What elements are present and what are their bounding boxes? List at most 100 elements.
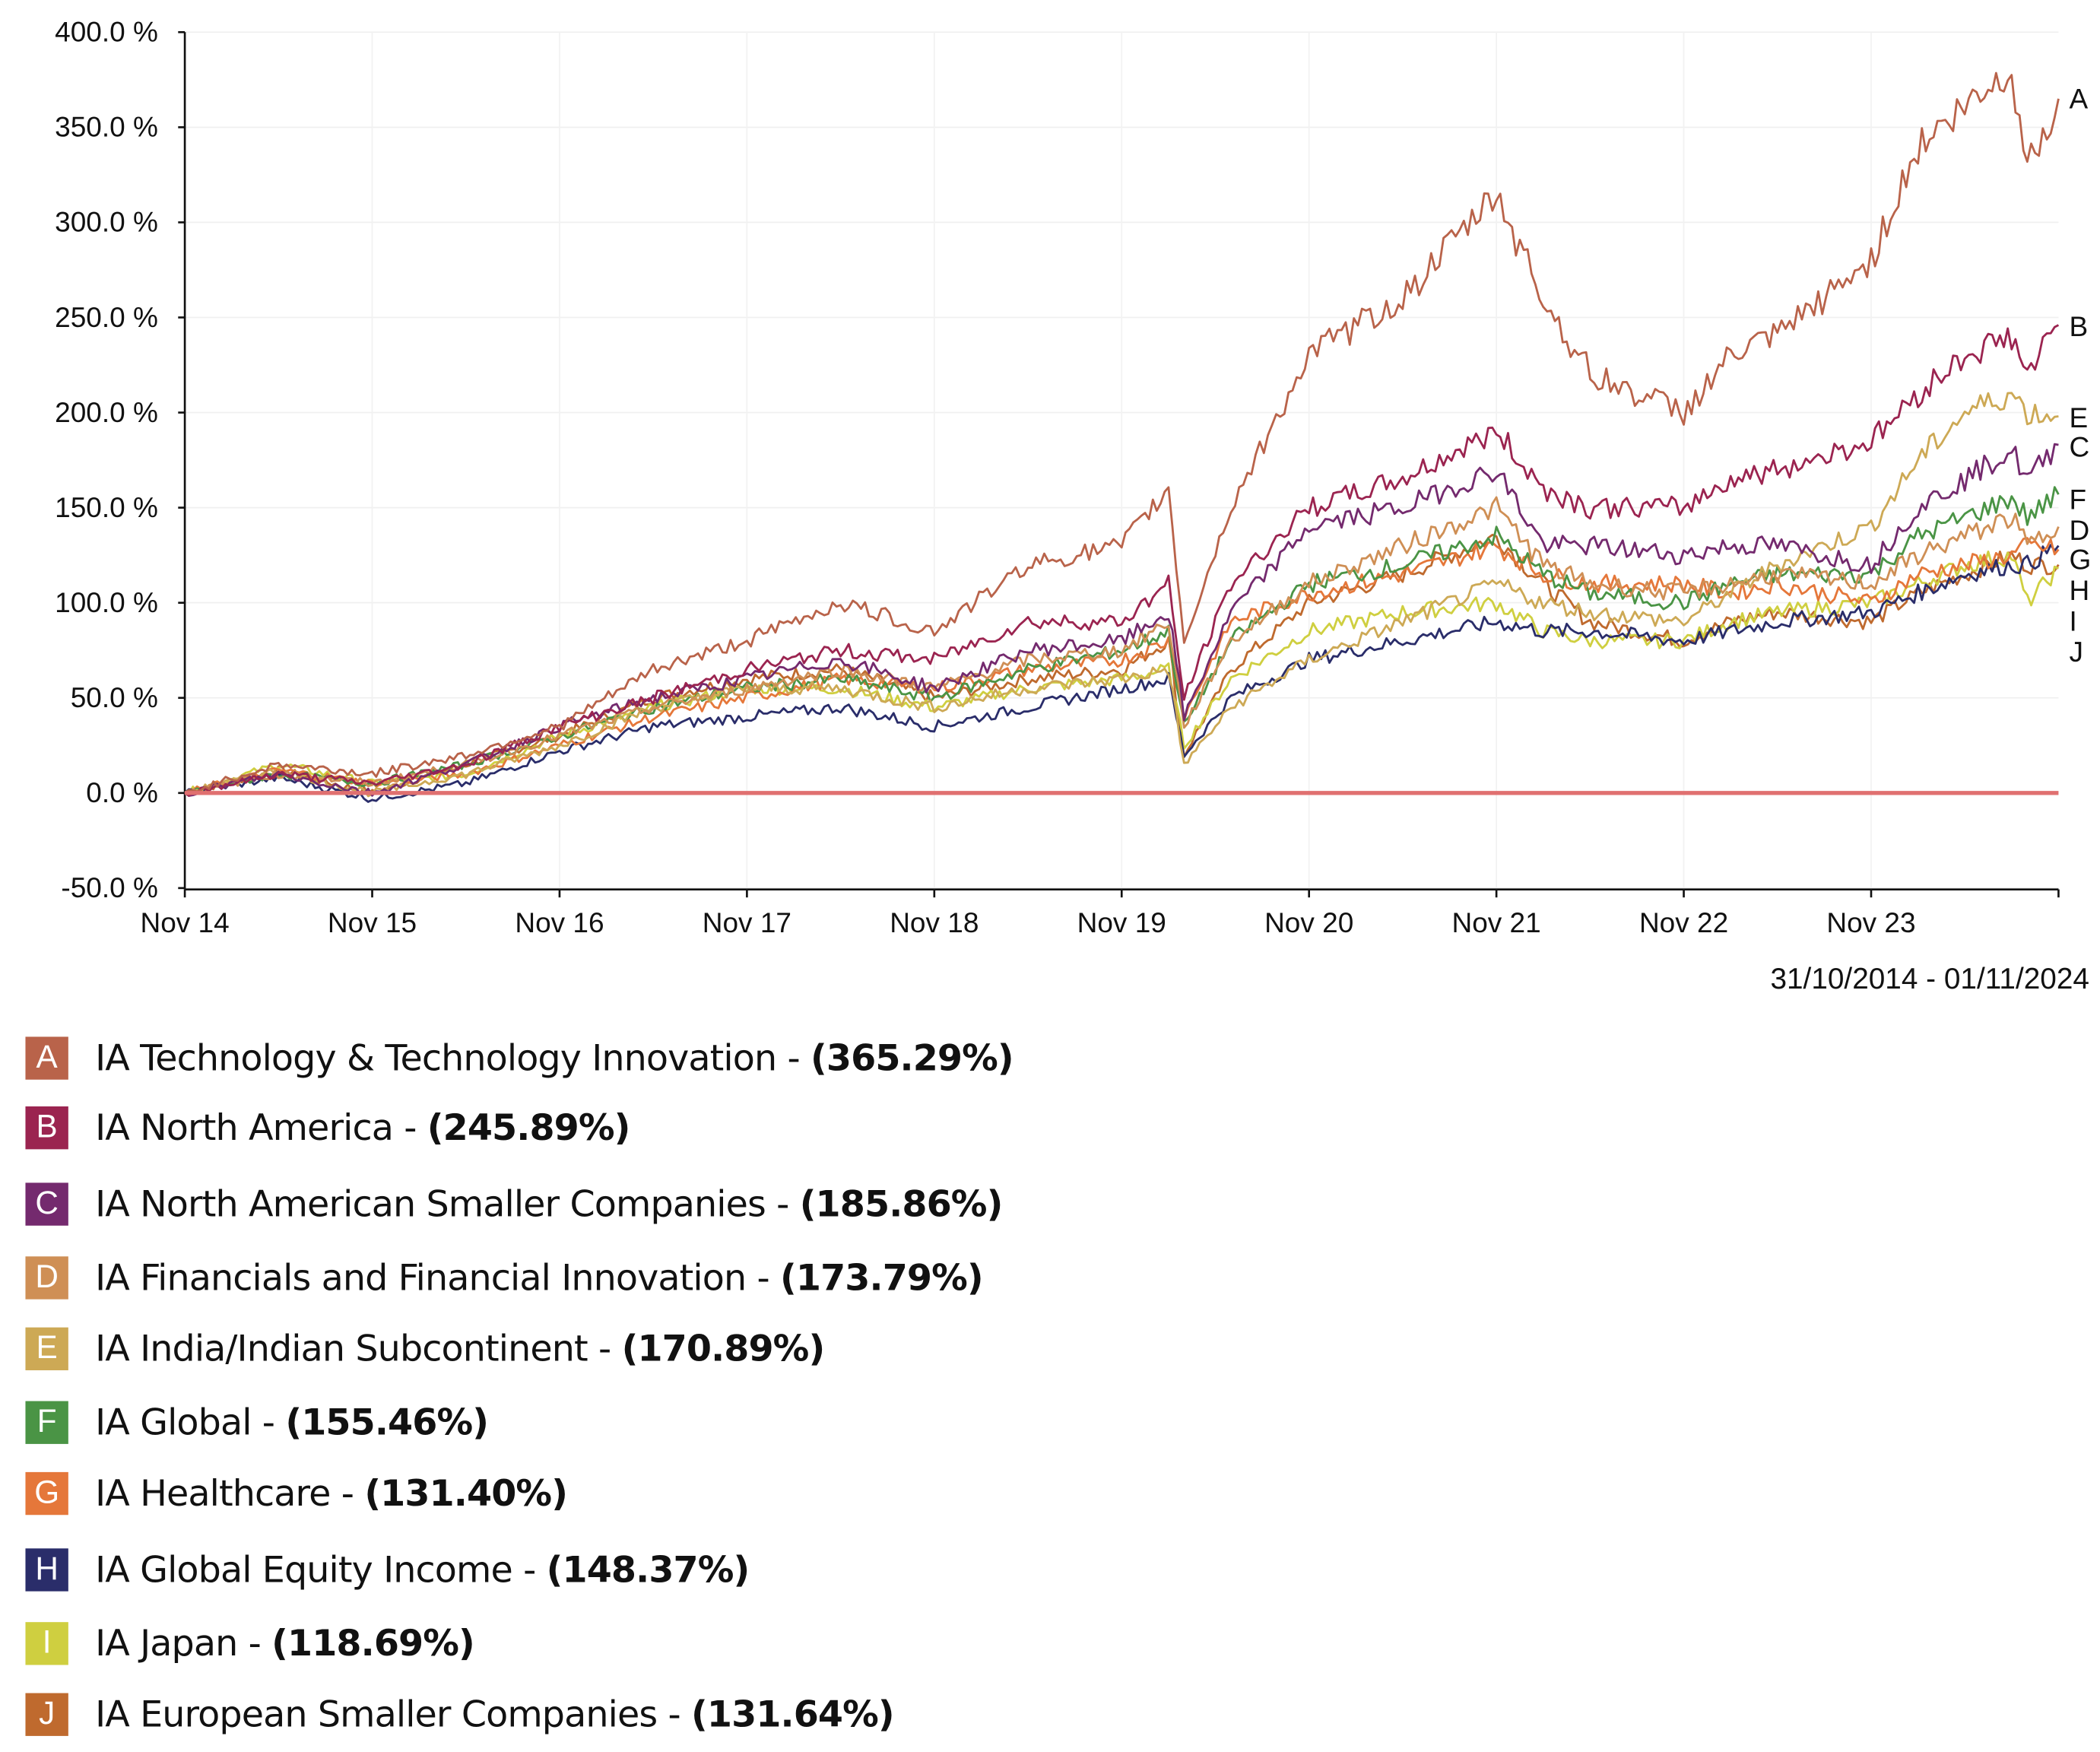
legend-item[interactable]: B IA North America - (245.89%) — [25, 1105, 630, 1151]
legend-item[interactable]: C IA North American Smaller Companies - … — [25, 1182, 1004, 1227]
legend-swatch: B — [25, 1106, 68, 1150]
y-tick-label: 0.0 % — [86, 777, 158, 808]
x-tick-label: Nov 22 — [1639, 907, 1728, 938]
legend-series-value: (131.40%) — [364, 1472, 568, 1515]
legend-letter: D — [35, 1258, 59, 1296]
legend-series-name: IA Global Equity Income — [95, 1549, 513, 1591]
series-line-h — [184, 544, 2060, 803]
legend-series-name: IA North America — [95, 1106, 394, 1149]
end-label-j: J — [2070, 636, 2084, 668]
legend-swatch: A — [25, 1036, 68, 1080]
legend-series-name: IA India/Indian Subcontinent — [95, 1328, 588, 1370]
x-tick-label: Nov 14 — [140, 907, 229, 938]
legend-label: IA European Smaller Companies - (131.64%… — [95, 1693, 895, 1736]
legend-swatch: G — [25, 1471, 68, 1516]
legend-label: IA North America - (245.89%) — [95, 1106, 631, 1149]
legend-swatch: C — [25, 1182, 68, 1226]
legend-item[interactable]: E IA India/Indian Subcontinent - (170.89… — [25, 1326, 826, 1372]
x-axis-ticks: Nov 14 Nov 15 Nov 16 Nov 17 Nov 18 Nov 19 Nov … — [140, 889, 2060, 938]
end-label-d: D — [2070, 515, 2090, 546]
legend-swatch: H — [25, 1548, 68, 1592]
y-tick-label: 200.0 % — [55, 397, 158, 428]
legend-label: IA Global - (155.46%) — [95, 1401, 489, 1444]
legend-letter: J — [39, 1696, 56, 1732]
legend-label: IA Healthcare - (131.40%) — [95, 1472, 568, 1515]
y-tick-label: 400.0 % — [55, 17, 158, 48]
x-tick-label: Nov 19 — [1077, 907, 1166, 938]
x-tick-label: Nov 23 — [1826, 907, 1915, 938]
series-line-b — [184, 324, 2060, 797]
end-label-e: E — [2070, 402, 2089, 433]
legend-series-name: IA Technology & Technology Innovation — [95, 1037, 777, 1079]
x-tick-label: Nov 15 — [328, 907, 417, 938]
x-tick-label: Nov 18 — [890, 907, 979, 938]
legend-series-value: (155.46%) — [285, 1401, 489, 1444]
legend-series-value: (245.89%) — [427, 1106, 631, 1149]
y-tick-label: 150.0 % — [55, 492, 158, 523]
series-line-e — [185, 392, 2059, 798]
y-tick-label: 100.0 % — [55, 587, 158, 618]
legend-swatch: J — [25, 1693, 68, 1736]
legend-swatch: D — [25, 1256, 68, 1300]
legend-label: IA Global Equity Income - (148.37%) — [95, 1549, 750, 1591]
y-tick-label: 300.0 % — [55, 207, 158, 238]
legend-series-value: (365.29%) — [810, 1037, 1014, 1079]
legend-series-value: (148.37%) — [546, 1549, 750, 1591]
end-label-g: G — [2070, 544, 2092, 576]
series-lines — [184, 71, 2060, 803]
legend-item[interactable]: H IA Global Equity Income - (148.37%) — [25, 1547, 750, 1593]
legend-label: IA North American Smaller Companies - (1… — [95, 1183, 1004, 1225]
x-tick-label: Nov 21 — [1452, 907, 1541, 938]
end-label-f: F — [2070, 484, 2087, 515]
series-line-g — [184, 537, 2060, 795]
legend-letter: A — [36, 1039, 58, 1076]
legend-series-name: IA Global — [95, 1401, 252, 1444]
legend-series-value: (131.64%) — [691, 1693, 895, 1736]
legend-letter: I — [42, 1624, 52, 1662]
y-tick-label: 350.0 % — [55, 112, 158, 143]
legend-letter: H — [35, 1550, 59, 1588]
y-axis-ticks: -50.0 % 0.0 % 50.0 % 100.0 % 150.0 % 200.0 % 2… — [55, 17, 186, 903]
legend-series-name: IA European Smaller Companies — [95, 1693, 658, 1736]
legend-label: IA India/Indian Subcontinent - (170.89%) — [95, 1328, 826, 1370]
end-label-i: I — [2070, 606, 2077, 637]
end-label-c: C — [2070, 432, 2090, 463]
x-tick-label: Nov 16 — [515, 907, 604, 938]
legend-series-value: (185.86%) — [799, 1183, 1004, 1225]
legend-series-name: IA Japan — [95, 1623, 238, 1665]
y-tick-label: -50.0 % — [61, 872, 157, 903]
legend-letter: B — [36, 1109, 58, 1146]
y-tick-label: 250.0 % — [55, 302, 158, 333]
legend-letter: E — [36, 1330, 58, 1366]
legend-item[interactable]: G IA Healthcare - (131.40%) — [25, 1471, 568, 1516]
end-label-a: A — [2070, 84, 2089, 115]
legend-swatch: E — [25, 1327, 68, 1371]
legend-item[interactable]: I IA Japan - (118.69%) — [25, 1620, 475, 1666]
end-label-b: B — [2070, 311, 2089, 342]
series-line-d — [184, 496, 2060, 796]
legend-item[interactable]: D IA Financials and Financial Innovation… — [25, 1255, 984, 1301]
legend-item[interactable]: A IA Technology & Technology Innovation … — [25, 1036, 1014, 1081]
legend-item[interactable]: J IA European Smaller Companies - (131.6… — [25, 1692, 895, 1738]
legend-letter: C — [35, 1185, 59, 1222]
legend-letter: F — [36, 1404, 57, 1440]
legend-item[interactable]: F IA Global - (155.46%) — [25, 1400, 489, 1446]
legend-series-value: (173.79%) — [780, 1257, 984, 1299]
legend-label: IA Financials and Financial Innovation -… — [95, 1257, 984, 1299]
x-tick-label: Nov 20 — [1264, 907, 1353, 938]
legend-series-value: (170.89%) — [621, 1328, 826, 1370]
legend-label: IA Technology & Technology Innovation - … — [95, 1037, 1014, 1079]
legend-series-name: IA Healthcare — [95, 1472, 331, 1515]
series-line-a — [184, 71, 2060, 794]
legend-letter: G — [34, 1474, 60, 1511]
legend-series-name: IA North American Smaller Companies — [95, 1183, 766, 1225]
line-chart: -50.0 % 0.0 % 50.0 % 100.0 % 150.0 % 200.0 % 2… — [55, 17, 2092, 938]
legend-swatch: I — [25, 1622, 68, 1665]
end-label-h: H — [2070, 575, 2090, 606]
legend-label: IA Japan - (118.69%) — [95, 1623, 475, 1665]
x-tick-label: Nov 17 — [703, 907, 791, 938]
legend-series-name: IA Financials and Financial Innovation — [95, 1257, 747, 1299]
date-range: 31/10/2014 - 01/11/2024 — [1770, 961, 2089, 995]
